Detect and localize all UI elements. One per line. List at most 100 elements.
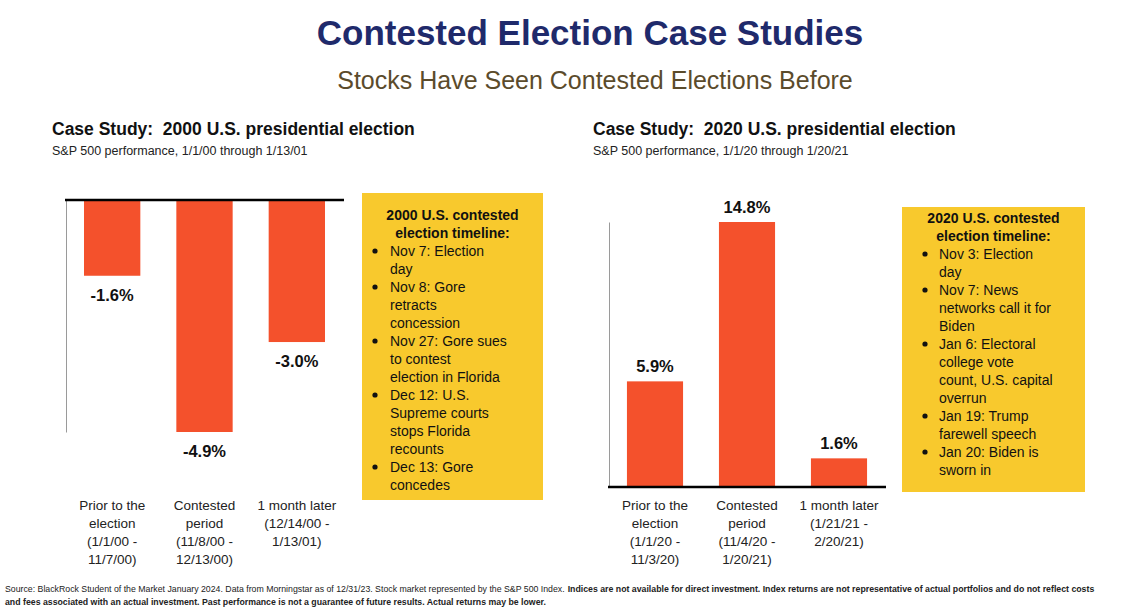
- chart: Case Study: 2020 U.S. presidential elect…: [593, 119, 1085, 567]
- annotation-item-line: sworn in: [939, 462, 991, 478]
- footnote-disclaimer: Indices are not available for direct inv…: [568, 584, 1095, 594]
- annotation-title-line: election timeline:: [936, 228, 1050, 244]
- y-axis: [609, 223, 610, 488]
- bullet: [922, 449, 927, 454]
- chart-subtitle: S&P 500 performance, 1/1/00 through 1/13…: [52, 144, 308, 158]
- x-tick-label-line: 1/20/21): [722, 552, 772, 567]
- x-tick-label-line: (1/21/21 -: [810, 516, 868, 531]
- annotation-background: [362, 193, 543, 500]
- footnote-source: Source: BlackRock Student of the Market …: [5, 584, 565, 594]
- annotation-item: Jan 19: Trumpfarewell speech: [939, 408, 1036, 442]
- annotation-item-line: Jan 20: Biden is: [939, 444, 1039, 460]
- bullet: [922, 413, 927, 418]
- y-axis-line: [609, 223, 610, 488]
- annotation-item: Nov 3: Election day: [939, 246, 1033, 280]
- annotation-item-line: to contest: [390, 351, 451, 367]
- annotation-item-line: Dec 13: Gore: [390, 459, 473, 475]
- x-tick-label-line: Prior to the: [79, 498, 145, 513]
- x-tick-label-line: election: [632, 516, 679, 531]
- annotation-item-line: Dec 12: U.S.: [390, 387, 469, 403]
- annotation-item-line: stops Florida: [390, 423, 470, 439]
- bar: [176, 200, 232, 432]
- x-axis: Prior to theelection(1/1/00 -11/7/00)Con…: [79, 498, 337, 567]
- x-tick-label-line: (1/1/20 -: [630, 534, 680, 549]
- background: [0, 0, 1123, 614]
- bullet: [922, 341, 927, 346]
- annotation-item-line: retracts: [390, 297, 437, 313]
- annotation-item-line: recounts: [390, 441, 444, 457]
- bar: [719, 222, 775, 487]
- annotation-item-line: farewell speech: [939, 426, 1036, 442]
- bullet: [372, 284, 377, 289]
- bar: [811, 458, 867, 487]
- annotation-title: 2000 U.S. contestedelection timeline:: [386, 207, 518, 241]
- annotation-item: Jan 6: Electoralcollege votecount, U.S. …: [939, 336, 1053, 406]
- x-tick: 1 month later(1/21/21 -2/20/21): [800, 498, 879, 549]
- data-label: -4.9%: [183, 442, 226, 460]
- page: Contested Election Case StudiesStocks Ha…: [0, 0, 1123, 614]
- annotation-item: Dec 13: Goreconcedes: [390, 459, 473, 493]
- x-tick-label-line: 12/13/00): [176, 552, 233, 567]
- data-label: 5.9%: [636, 357, 674, 375]
- y-axis: [66, 201, 67, 433]
- bar: [269, 200, 325, 342]
- zero-line: [65, 199, 344, 202]
- bullet: [372, 392, 377, 397]
- x-axis: Prior to theelection(1/1/20 -11/3/20)Con…: [622, 498, 879, 567]
- x-tick-label: 1 month later(1/21/21 -2/20/21): [800, 498, 879, 549]
- bar: [627, 381, 683, 487]
- annotation-title-line: 2020 U.S. contested: [927, 210, 1059, 226]
- annotation-item-line: Nov 7: News: [939, 282, 1018, 298]
- annotation-item-line: election in Florida: [390, 369, 500, 385]
- x-tick-label-line: 1 month later: [257, 498, 336, 513]
- data-label: -3.0%: [275, 352, 318, 370]
- x-tick: Prior to theelection(1/1/20 -11/3/20): [622, 498, 688, 567]
- data-label: 14.8%: [724, 198, 771, 216]
- annotation-item-line: Jan 6: Electoral: [939, 336, 1036, 352]
- annotation-item-line: Nov 3: Election: [939, 246, 1033, 262]
- x-tick-label: Contestedperiod(11/4/20 -1/20/21): [716, 498, 778, 567]
- annotation-item-line: Supreme courts: [390, 405, 489, 421]
- annotation-item-line: concession: [390, 315, 460, 331]
- x-tick-label-line: 2/20/21): [814, 534, 864, 549]
- x-tick-label-line: (11/8/00 -: [176, 534, 233, 549]
- chart-title: Case Study: 2020 U.S. presidential elect…: [593, 119, 956, 139]
- annotation-item: Nov 7: News networks call it for Biden: [939, 282, 1051, 334]
- x-tick-label-line: 11/7/00): [88, 552, 137, 567]
- x-tick-label-line: Contested: [174, 498, 236, 513]
- x-tick: 1 month later (12/14/00 - 1/13/01): [257, 498, 336, 549]
- annotation-item-line: Nov 7: Election: [390, 243, 484, 259]
- x-tick-label-line: period: [186, 516, 224, 531]
- data-label: -1.6%: [91, 286, 134, 304]
- x-tick-label-line: election: [89, 516, 136, 531]
- annotation-item-line: day: [939, 264, 962, 280]
- footnote-disclaimer: and fees associated with an actual inves…: [5, 597, 546, 607]
- annotation-item: Nov 7: Election day: [390, 243, 484, 277]
- annotation-box: 2020 U.S. contested election timeline: Nov…: [902, 207, 1085, 492]
- bullet: [372, 464, 377, 469]
- bar: [84, 200, 140, 276]
- x-tick-label-line: (12/14/00 -: [264, 516, 329, 531]
- annotation-item-line: day: [390, 261, 413, 277]
- data-label: 1.6%: [820, 434, 858, 452]
- x-tick: Contestedperiod(11/4/20 -1/20/21): [716, 498, 778, 567]
- slide: Contested Election Case StudiesStocks Ha…: [0, 0, 1123, 614]
- annotation-item-line: Nov 8: Gore: [390, 279, 466, 295]
- annotation-item-line: count, U.S. capital: [939, 372, 1053, 388]
- x-tick-label-line: (11/4/20 -: [719, 534, 776, 549]
- chart: Case Study: 2000 U.S. presidential elect…: [52, 119, 543, 567]
- footnote: Source: BlackRock Student of the Market …: [5, 584, 1094, 607]
- annotation-background: [902, 207, 1085, 492]
- bullet: [372, 248, 377, 253]
- x-tick-label-line: Contested: [716, 498, 778, 513]
- annotation-item: Dec 12: U.S. Supreme courts stops Florida r…: [390, 387, 489, 457]
- bullet: [922, 251, 927, 256]
- annotation-item-line: Biden: [939, 318, 975, 334]
- x-tick: Contested period (11/8/00 - 12/13/00): [174, 498, 236, 567]
- bullet: [372, 338, 377, 343]
- x-tick-label-line: 1/13/01): [272, 534, 322, 549]
- x-tick-label-line: Prior to the: [622, 498, 688, 513]
- chart-title: Case Study: 2000 U.S. presidential elect…: [52, 119, 415, 139]
- annotation-item-line: networks call it for: [939, 300, 1051, 316]
- annotation-item-line: overrun: [939, 390, 986, 406]
